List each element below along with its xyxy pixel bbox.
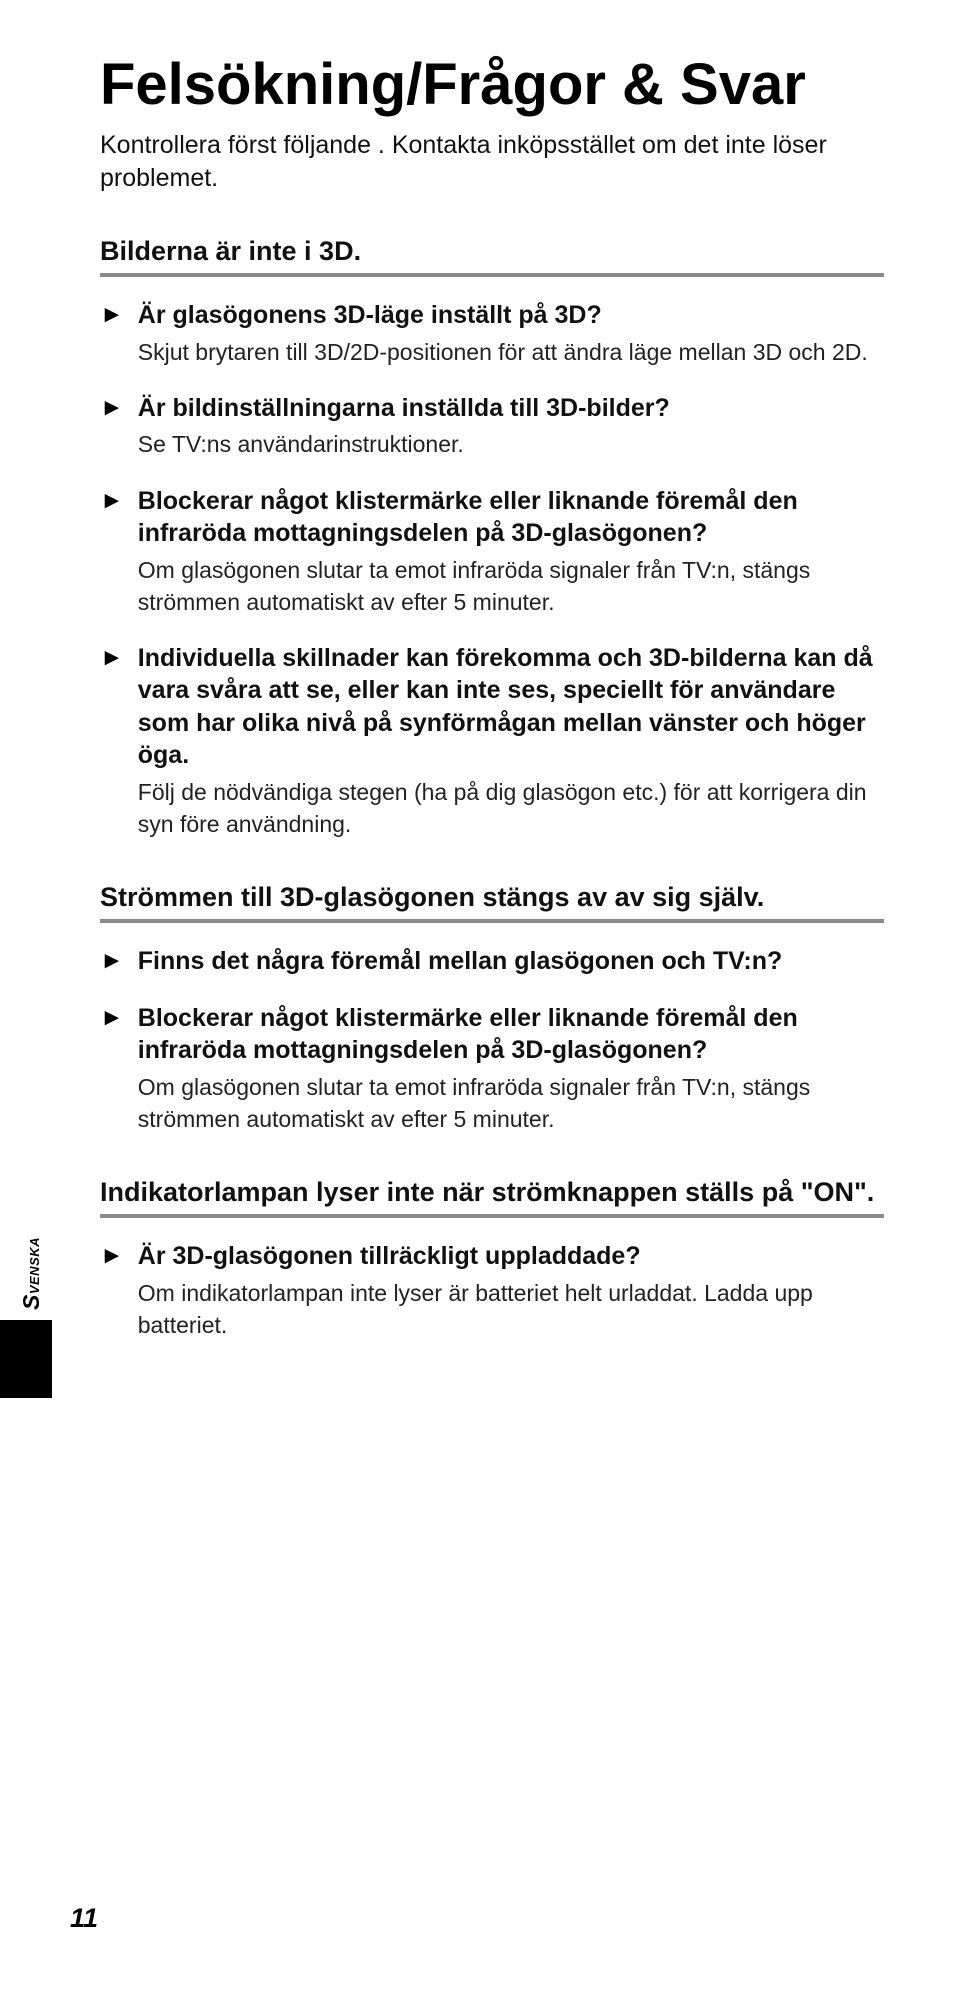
language-side-label: Svenska <box>18 1237 45 1310</box>
faq-question: Är bildinställningarna inställda till 3D… <box>138 392 884 425</box>
faq-answer: Om glasögonen slutar ta emot infraröda s… <box>138 1071 884 1135</box>
faq-item: ► Är glasögonens 3D-läge inställt på 3D? S… <box>100 299 884 368</box>
page-title: Felsökning/Frågor & Svar <box>100 52 884 119</box>
faq-item-body: Individuella skillnader kan förekomma oc… <box>138 642 884 840</box>
faq-item: ► Blockerar något klistermärke eller likn… <box>100 1002 884 1135</box>
faq-answer: Skjut brytaren till 3D/2D-positionen för… <box>138 336 884 368</box>
bullet-icon: ► <box>100 1004 124 1033</box>
faq-answer: Följ de nödvändiga stegen (ha på dig gla… <box>138 776 884 840</box>
faq-answer: Om glasögonen slutar ta emot infraröda s… <box>138 554 884 618</box>
faq-item-body: Finns det några föremål mellan glasögone… <box>138 945 884 978</box>
faq-item-body: Blockerar något klistermärke eller likna… <box>138 485 884 618</box>
faq-item: ► Finns det några föremål mellan glasögon… <box>100 945 884 978</box>
faq-question: Finns det några föremål mellan glasögone… <box>138 945 884 978</box>
faq-item-body: Är glasögonens 3D-läge inställt på 3D? Sk… <box>138 299 884 368</box>
section-heading: Indikatorlampan lyser inte när strömknap… <box>100 1177 884 1218</box>
faq-section: Bilderna är inte i 3D. ► Är glasögonens 3D… <box>100 236 884 840</box>
faq-question: Är glasögonens 3D-läge inställt på 3D? <box>138 299 884 332</box>
section-heading: Bilderna är inte i 3D. <box>100 236 884 277</box>
bullet-icon: ► <box>100 487 124 516</box>
bullet-icon: ► <box>100 394 124 423</box>
faq-item-body: Blockerar något klistermärke eller likna… <box>138 1002 884 1135</box>
bullet-icon: ► <box>100 1242 124 1271</box>
faq-item: ► Blockerar något klistermärke eller likn… <box>100 485 884 618</box>
intro-text: Kontrollera först följande . Kontakta in… <box>100 129 884 197</box>
faq-question: Blockerar något klistermärke eller likna… <box>138 1002 884 1067</box>
side-label-cap: S <box>18 1294 44 1310</box>
section-heading: Strömmen till 3D-glasögonen stängs av av… <box>100 882 884 923</box>
faq-item-body: Är bildinställningarna inställda till 3D… <box>138 392 884 461</box>
faq-section: Indikatorlampan lyser inte när strömknap… <box>100 1177 884 1341</box>
page-number: 11 <box>70 1903 98 1934</box>
faq-section: Strömmen till 3D-glasögonen stängs av av… <box>100 882 884 1135</box>
side-tab <box>0 1320 52 1398</box>
faq-item: ► Är 3D-glasögonen tillräckligt uppladdad… <box>100 1240 884 1341</box>
bullet-icon: ► <box>100 644 124 673</box>
side-label-rest: venska <box>23 1237 44 1294</box>
bullet-icon: ► <box>100 947 124 976</box>
faq-question: Blockerar något klistermärke eller likna… <box>138 485 884 550</box>
faq-item: ► Är bildinställningarna inställda till 3… <box>100 392 884 461</box>
faq-question: Är 3D-glasögonen tillräckligt uppladdade… <box>138 1240 884 1273</box>
faq-answer: Se TV:ns användarinstruktioner. <box>138 428 884 460</box>
faq-item: ► Individuella skillnader kan förekomma o… <box>100 642 884 840</box>
bullet-icon: ► <box>100 301 124 330</box>
faq-answer: Om indikatorlampan inte lyser är batteri… <box>138 1277 884 1341</box>
faq-item-body: Är 3D-glasögonen tillräckligt uppladdade… <box>138 1240 884 1341</box>
faq-question: Individuella skillnader kan förekomma oc… <box>138 642 884 772</box>
